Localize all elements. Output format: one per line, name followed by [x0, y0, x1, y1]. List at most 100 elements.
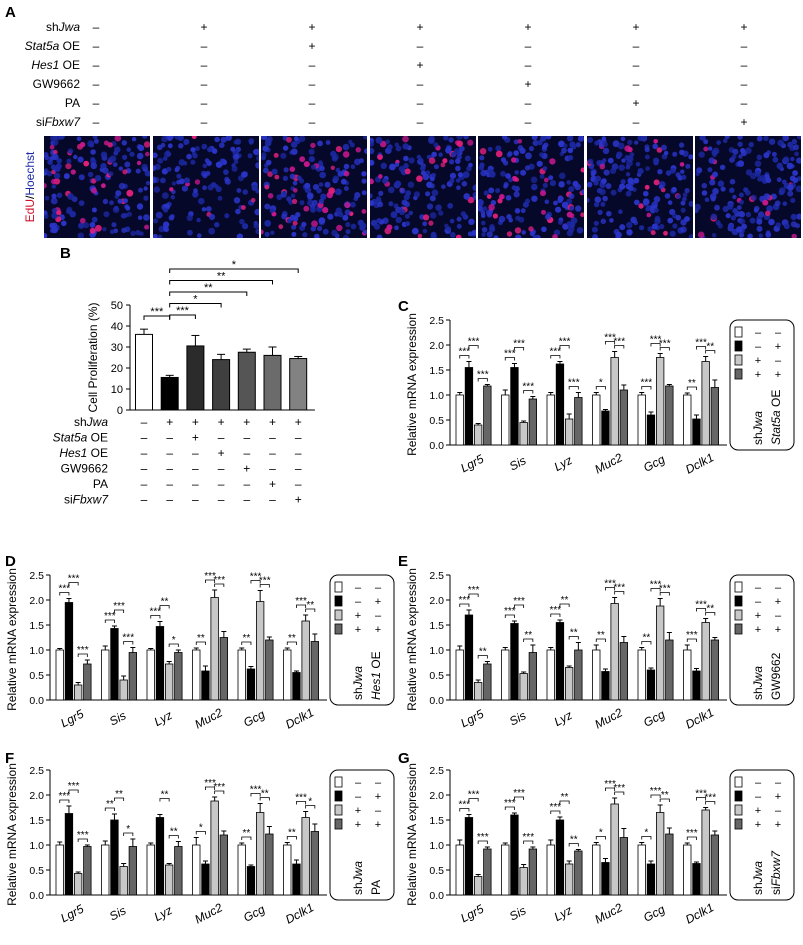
legend-sign: –	[375, 777, 382, 789]
hoechst-nucleus	[121, 140, 128, 146]
significance-label: ***	[68, 574, 80, 585]
hoechst-nucleus	[454, 165, 461, 172]
significance-label: ***	[504, 606, 516, 617]
hoechst-nucleus	[455, 136, 463, 140]
stain-label-hoechst: Hoechst	[23, 151, 37, 196]
hoechst-nucleus	[525, 152, 532, 160]
significance-bracket	[559, 603, 570, 607]
condition-sign: +	[269, 477, 276, 491]
legend-title: shJwa	[751, 861, 765, 895]
hoechst-nucleus	[87, 171, 94, 178]
hoechst-nucleus	[108, 171, 114, 177]
hoechst-nucleus	[350, 201, 356, 208]
significance-label: ***	[250, 785, 262, 796]
category-label: Muc2	[192, 705, 225, 731]
category-label: Sis	[507, 903, 528, 923]
condition-sign: –	[192, 462, 199, 476]
legend-subtitle-italic: Fbxw7	[769, 850, 783, 887]
hoechst-nucleus	[601, 158, 606, 163]
hoechst-nucleus	[663, 150, 668, 156]
y-tick-label: 0.5	[29, 670, 44, 682]
hoechst-nucleus	[449, 218, 454, 224]
significance-bracket	[468, 798, 479, 802]
hoechst-nucleus	[605, 183, 611, 189]
hoechst-nucleus	[171, 181, 176, 186]
y-tick-label: 1.5	[29, 815, 44, 827]
edu-positive-nucleus	[126, 189, 134, 197]
hoechst-nucleus	[413, 191, 420, 198]
bar	[528, 848, 538, 896]
legend-sign: –	[755, 341, 762, 353]
y-axis-label: Relative mRNA expression	[405, 763, 419, 906]
y-axis-label: Relative mRNA expression	[405, 568, 419, 711]
hoechst-nucleus	[52, 153, 59, 161]
condition-sign: +	[740, 115, 748, 129]
significance-bracket	[159, 798, 170, 802]
y-tick-label: 2.0	[29, 790, 44, 802]
hoechst-nucleus	[404, 221, 410, 227]
edu-positive-nucleus	[626, 146, 633, 153]
bar	[119, 679, 128, 701]
hoechst-nucleus	[55, 163, 62, 170]
hoechst-nucleus	[671, 223, 677, 229]
bar	[83, 846, 92, 896]
significance-label: ***	[104, 611, 116, 622]
hoechst-nucleus	[549, 180, 556, 187]
bar	[619, 837, 629, 896]
micrograph-cells	[261, 136, 367, 238]
bar	[683, 394, 692, 446]
hoechst-nucleus	[632, 177, 639, 184]
significance-bracket	[168, 835, 179, 839]
hoechst-nucleus	[215, 186, 222, 193]
hoechst-nucleus	[167, 143, 173, 149]
edu-positive-nucleus	[273, 152, 279, 158]
category-label: Lgr5	[58, 706, 86, 730]
condition-sign: –	[740, 77, 748, 91]
hoechst-nucleus	[712, 147, 720, 155]
chart-c: 0.0 0.5 1.0 1.5 2.0 2.5 Relative mRNA expressi…	[405, 313, 795, 477]
condition-sign: –	[166, 477, 173, 491]
significance-label: ***	[522, 832, 534, 843]
significance-label: ***	[259, 576, 271, 587]
significance-bracket	[659, 592, 670, 596]
bar	[455, 844, 464, 896]
edu-positive-nucleus	[80, 217, 86, 224]
bar	[64, 602, 74, 701]
significance-label: ***	[468, 337, 480, 348]
hoechst-nucleus	[701, 182, 708, 189]
significance-bracket	[504, 614, 515, 618]
hoechst-nucleus	[658, 184, 663, 190]
hoechst-nucleus	[44, 213, 49, 219]
hoechst-nucleus	[289, 214, 296, 221]
significance-label: **	[479, 647, 487, 658]
y-tick-label: 1.0	[29, 840, 44, 852]
edu-positive-nucleus	[361, 209, 367, 214]
hoechst-nucleus	[109, 229, 115, 235]
edu-positive-nucleus	[299, 156, 306, 163]
condition-sign: –	[740, 96, 748, 110]
hoechst-nucleus	[152, 177, 156, 184]
condition-sign: –	[269, 431, 276, 445]
hoechst-nucleus	[131, 137, 137, 142]
condition-sign: –	[632, 58, 640, 72]
bar	[474, 876, 483, 896]
category-label: Gcg	[641, 902, 667, 925]
hoechst-nucleus	[729, 224, 734, 229]
hoechst-nucleus	[633, 140, 638, 145]
hoechst-nucleus	[173, 136, 180, 140]
hoechst-nucleus	[625, 229, 633, 236]
hoechst-nucleus	[429, 195, 436, 202]
significance-label: **	[115, 789, 123, 800]
hoechst-nucleus	[67, 148, 74, 154]
hoechst-nucleus	[542, 166, 548, 171]
significance-bracket	[68, 789, 79, 793]
hoechst-nucleus	[301, 221, 307, 227]
hoechst-nucleus	[557, 195, 564, 202]
significance-label: **	[161, 790, 169, 801]
hoechst-nucleus	[581, 189, 584, 195]
hoechst-nucleus	[90, 162, 98, 170]
hoechst-nucleus	[90, 157, 96, 162]
hoechst-nucleus	[318, 217, 326, 225]
condition-sign: –	[269, 446, 276, 460]
y-tick-label: 2.0	[429, 790, 444, 802]
